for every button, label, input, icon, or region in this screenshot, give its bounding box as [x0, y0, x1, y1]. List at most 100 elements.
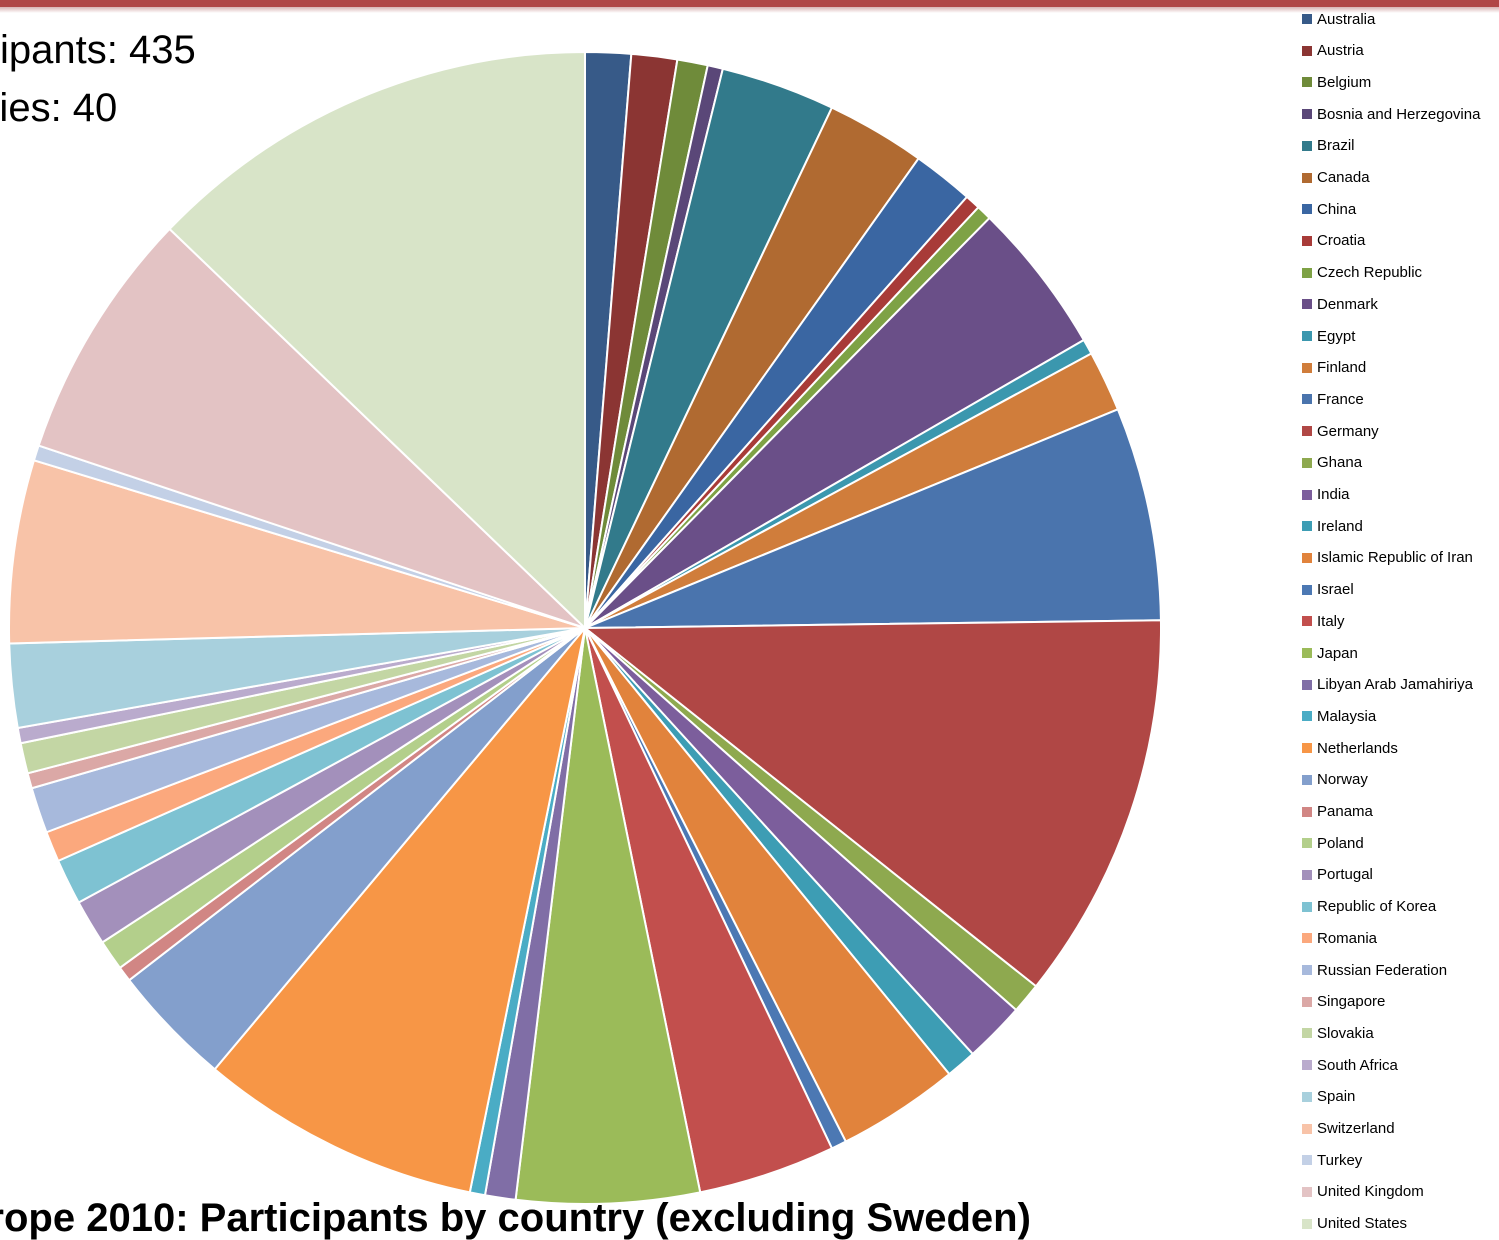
legend-item-ghana: Ghana — [1302, 454, 1362, 472]
legend-label: Netherlands — [1317, 739, 1398, 757]
legend-swatch — [1302, 489, 1312, 500]
legend-label: Ghana — [1317, 454, 1363, 472]
legend-item-croatia: Croatia — [1302, 232, 1365, 250]
legend-item-panama: Panama — [1302, 803, 1373, 821]
legend-label: Ireland — [1317, 517, 1363, 535]
legend-label: Finland — [1317, 359, 1367, 377]
legend-label: Egypt — [1317, 327, 1356, 345]
legend-label: Denmark — [1317, 295, 1378, 313]
legend-item-bosnia-and-herzegovina: Bosnia and Herzegovina — [1302, 105, 1480, 123]
legend-label: Israel — [1317, 581, 1354, 599]
legend-label: China — [1317, 200, 1357, 218]
legend-swatch — [1302, 584, 1312, 595]
legend-swatch — [1302, 1218, 1312, 1229]
legend-item-france: France — [1302, 390, 1364, 408]
legend-item-belgium: Belgium — [1302, 73, 1371, 91]
header-rule — [0, 0, 1499, 7]
legend-label: Libyan Arab Jamahiriya — [1317, 676, 1473, 694]
legend-item-islamic-republic-of-iran: Islamic Republic of Iran — [1302, 549, 1473, 567]
legend-label: United States — [1317, 1215, 1408, 1233]
legend-label: Italy — [1317, 612, 1345, 630]
legend-label: India — [1317, 486, 1350, 503]
legend-item-switzerland: Switzerland — [1302, 1120, 1395, 1138]
legend-item-libyan-arab-jamahiriya: Libyan Arab Jamahiriya — [1302, 676, 1473, 694]
pie-slice-united-kingdom — [37, 227, 586, 629]
legend-swatch — [1302, 711, 1312, 722]
legend-item-united-kingdom: United Kingdom — [1302, 1183, 1424, 1201]
legend-label: Romania — [1317, 929, 1378, 947]
legend-label: Turkey — [1317, 1151, 1363, 1169]
legend-label: Portugal — [1317, 866, 1373, 884]
legend-label: Australia — [1317, 10, 1376, 28]
legend-label: Singapore — [1317, 993, 1386, 1011]
legend-label: Bosnia and Herzegovina — [1317, 105, 1481, 123]
legend-label: France — [1317, 390, 1364, 408]
legend-item-israel: Israel — [1302, 581, 1354, 599]
legend-item-denmark: Denmark — [1302, 295, 1378, 313]
legend-item-italy: Italy — [1302, 612, 1345, 630]
legend-swatch — [1302, 1155, 1312, 1166]
legend-swatch — [1302, 996, 1312, 1007]
legend-item-canada: Canada — [1302, 169, 1370, 187]
legend-label: Spain — [1317, 1088, 1356, 1106]
legend-item-turkey: Turkey — [1302, 1151, 1362, 1169]
legend-swatch — [1302, 172, 1312, 183]
legend-swatch — [1302, 648, 1312, 658]
legend-swatch — [1302, 679, 1312, 690]
legend-label: Slovakia — [1317, 1024, 1374, 1042]
legend-label: Croatia — [1317, 232, 1366, 250]
legend-item-czech-republic: Czech Republic — [1302, 264, 1422, 282]
pie-slice-switzerland — [8, 459, 586, 645]
legend-swatch — [1302, 331, 1312, 341]
legend-swatch — [1302, 838, 1312, 849]
legend-label: Norway — [1317, 771, 1368, 789]
legend-label: Republic of Korea — [1317, 898, 1437, 916]
legend-swatch — [1302, 552, 1312, 563]
legend-swatch — [1302, 616, 1312, 627]
legend-item-south-africa: South Africa — [1302, 1056, 1398, 1074]
legend-label: Brazil — [1317, 137, 1355, 155]
pie-slice-france — [584, 408, 1162, 629]
legend-label: Russian Federation — [1317, 961, 1448, 979]
legend-label: Islamic Republic of Iran — [1317, 549, 1473, 567]
participants-count: cipants: 435 — [0, 28, 196, 72]
legend-label: Germany — [1317, 422, 1379, 440]
legend-swatch — [1302, 299, 1312, 310]
legend-swatch — [1302, 235, 1312, 246]
pie-slice-germany — [584, 619, 1162, 988]
legend-item-egypt: Egypt — [1302, 327, 1355, 345]
legend-swatch — [1302, 426, 1312, 437]
legend-item-poland: Poland — [1302, 834, 1364, 852]
legend-item-united-states: United States — [1302, 1215, 1407, 1233]
legend-item-russian-federation: Russian Federation — [1302, 961, 1447, 979]
legend-label: Austria — [1317, 42, 1364, 60]
legend-label: Switzerland — [1317, 1120, 1395, 1137]
pie-slice-united-states — [168, 51, 586, 629]
legend-swatch — [1302, 204, 1312, 215]
legend-label: Japan — [1317, 644, 1358, 662]
legend-item-republic-of-korea: Republic of Korea — [1302, 898, 1436, 916]
legend-item-finland: Finland — [1302, 359, 1366, 377]
legend-swatch — [1302, 774, 1312, 785]
legend-label: Canada — [1317, 169, 1370, 186]
legend-swatch — [1302, 901, 1312, 912]
legend-label: Malaysia — [1317, 707, 1377, 725]
legend-label: Panama — [1317, 803, 1373, 820]
legend-swatch — [1302, 109, 1312, 120]
legend-item-spain: Spain — [1302, 1088, 1355, 1106]
legend-item-brazil: Brazil — [1302, 137, 1355, 155]
legend-swatch — [1302, 140, 1312, 151]
legend-item-portugal: Portugal — [1302, 866, 1373, 884]
legend-swatch — [1302, 1186, 1312, 1197]
pie-chart — [8, 51, 1162, 1205]
legend-swatch — [1302, 45, 1312, 56]
legend-swatch — [1302, 267, 1312, 278]
legend-item-ireland: Ireland — [1302, 517, 1363, 535]
legend-item-malaysia: Malaysia — [1302, 707, 1376, 725]
legend-item-slovakia: Slovakia — [1302, 1024, 1374, 1042]
header-rule-shadow — [0, 7, 1499, 13]
legend-label: Belgium — [1317, 73, 1372, 91]
legend-item-austria: Austria — [1302, 42, 1364, 60]
legend-item-japan: Japan — [1302, 644, 1358, 662]
legend-swatch — [1302, 965, 1312, 975]
